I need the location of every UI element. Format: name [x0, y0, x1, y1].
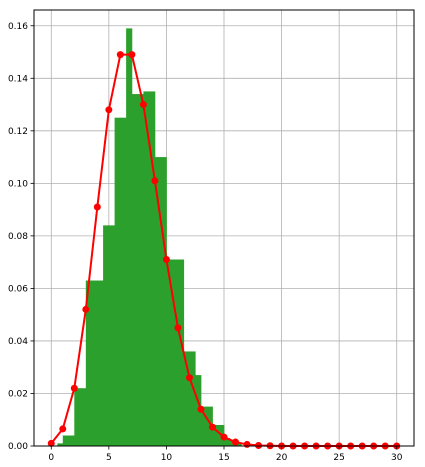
- y-tick-label-7: 0.14: [8, 74, 28, 84]
- line-point-3: [82, 305, 90, 313]
- histogram-bar-1: [62, 435, 75, 446]
- x-tick-label-1: 5: [106, 453, 112, 463]
- line-point-1: [59, 425, 67, 433]
- histogram-bar-17: [160, 157, 167, 446]
- y-tick-label-6: 0.12: [8, 127, 28, 137]
- histogram-bar-15: [149, 91, 156, 446]
- histogram-bar-2: [74, 388, 81, 446]
- histogram-bar-0: [57, 443, 64, 446]
- y-tick-label-1: 0.02: [8, 389, 28, 399]
- histogram-bar-19: [172, 259, 179, 446]
- histogram-bar-8: [108, 225, 116, 446]
- histogram-bar-24: [200, 406, 208, 446]
- histogram-bar-12: [131, 94, 139, 447]
- histogram-bar-28: [224, 438, 231, 446]
- line-point-10: [162, 256, 170, 264]
- line-point-12: [185, 374, 193, 382]
- line-point-2: [70, 384, 78, 392]
- histogram-bar-4: [85, 280, 92, 446]
- y-tick-label-0: 0.00: [8, 442, 28, 452]
- y-tick-label-8: 0.16: [8, 22, 28, 32]
- line-point-6: [116, 51, 124, 59]
- line-point-7: [128, 51, 136, 59]
- histogram-bar-13: [137, 94, 144, 447]
- histogram-bar-11: [126, 28, 133, 447]
- y-tick-label-3: 0.06: [8, 284, 28, 294]
- line-point-18: [255, 441, 263, 449]
- y-tick-label-2: 0.04: [8, 337, 28, 347]
- line-point-16: [232, 438, 240, 446]
- histogram-bar-10: [120, 117, 127, 447]
- histogram-bar-26: [212, 424, 219, 446]
- x-tick-label-2: 10: [161, 453, 173, 463]
- histogram-bar-5: [91, 280, 98, 446]
- line-point-14: [208, 423, 216, 431]
- histogram-bar-14: [143, 91, 150, 446]
- x-tick-label-4: 20: [276, 453, 288, 463]
- x-tick-label-6: 30: [391, 453, 403, 463]
- histogram-bar-18: [166, 259, 173, 446]
- histogram-bar-16: [154, 157, 162, 446]
- histogram-bar-6: [97, 280, 104, 446]
- histogram-bar-20: [177, 259, 185, 446]
- histogram-bar-3: [80, 388, 87, 446]
- line-point-15: [220, 433, 228, 441]
- line-point-9: [151, 177, 159, 185]
- line-point-11: [174, 324, 182, 332]
- line-point-17: [243, 440, 251, 448]
- y-tick-label-5: 0.10: [8, 179, 28, 189]
- histogram-bar-9: [114, 117, 121, 447]
- line-point-4: [93, 203, 101, 211]
- x-tick-label-5: 25: [333, 453, 344, 463]
- histogram-bar-22: [189, 351, 196, 446]
- histogram-bar-30: [235, 443, 242, 446]
- line-point-5: [105, 106, 113, 114]
- x-axis-ticks: 0 5 10 15 20 25 30: [48, 446, 403, 463]
- x-tick-label-0: 0: [48, 453, 54, 463]
- x-tick-label-3: 15: [218, 453, 229, 463]
- histogram-bar-7: [103, 225, 110, 446]
- histogram-bar-21: [183, 351, 190, 446]
- line-point-13: [197, 405, 205, 413]
- line-point-0: [47, 439, 55, 447]
- y-axis-ticks: 0.00 0.02 0.04 0.06 0.08 0.10 0.12 0.14 0.16: [8, 22, 34, 452]
- line-point-8: [139, 101, 147, 109]
- y-tick-label-4: 0.08: [8, 232, 28, 242]
